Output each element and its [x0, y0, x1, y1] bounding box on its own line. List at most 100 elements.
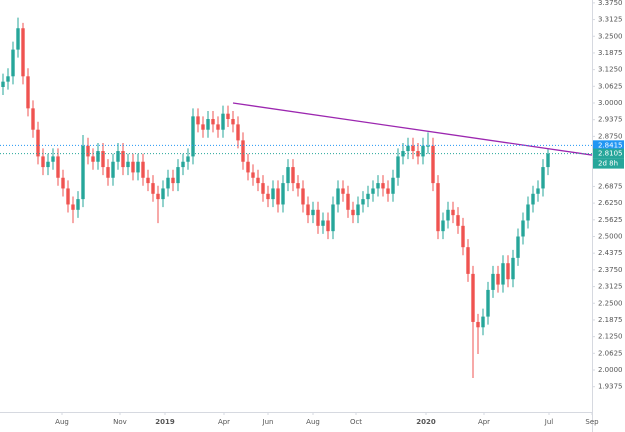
candle-body: [161, 188, 165, 200]
x-tick-label: 2019: [155, 418, 175, 426]
candle-body: [536, 188, 540, 194]
x-tick-label: 2020: [416, 418, 436, 426]
candle-body: [226, 113, 230, 120]
candle-body: [56, 156, 60, 178]
candle-body: [6, 76, 10, 82]
candle-body: [256, 177, 260, 184]
y-tick-label: 3.1250: [598, 66, 623, 74]
candle-body: [506, 263, 510, 280]
candle-body: [206, 119, 210, 130]
candle-body: [1, 81, 5, 87]
y-tick-label: 2.3750: [598, 266, 623, 274]
candle-body: [426, 145, 430, 147]
candle-body: [261, 183, 265, 194]
candle-body: [276, 188, 280, 205]
x-tick-label: Jul: [544, 418, 554, 426]
candle-body: [286, 167, 290, 184]
candle-body: [451, 209, 455, 216]
candle-body: [61, 177, 65, 189]
candle-body: [156, 193, 160, 200]
candle-body: [86, 145, 90, 157]
candle-body: [116, 151, 120, 162]
candle-body: [546, 153, 550, 168]
candle-body: [96, 151, 100, 162]
candle-body: [331, 204, 335, 232]
candle-body: [501, 263, 505, 285]
candle-body: [376, 183, 380, 189]
candle-body: [186, 156, 190, 162]
x-tick-label: Jun: [262, 418, 274, 426]
candle-body: [46, 161, 50, 168]
candle-body: [266, 193, 270, 200]
candle-body: [321, 220, 325, 226]
candle-body: [386, 188, 390, 194]
candle-body: [51, 156, 55, 162]
candle-body: [511, 257, 515, 280]
candle-body: [236, 124, 240, 141]
price-label: 2.8105: [598, 150, 623, 158]
x-tick-label: Sep: [585, 418, 599, 426]
candle-body: [406, 145, 410, 152]
candle-body: [211, 119, 215, 125]
candle-body: [371, 188, 375, 194]
y-tick-label: 2.1250: [598, 333, 623, 341]
candle-body: [106, 167, 110, 178]
candle-body: [141, 161, 145, 178]
countdown: 2d 8h: [598, 160, 618, 168]
y-tick-label: 2.5625: [598, 216, 623, 224]
candle-body: [101, 151, 105, 168]
y-tick-label: 3.1875: [598, 49, 623, 57]
candle-body: [221, 113, 225, 130]
candle-body: [431, 145, 435, 184]
candle-body: [121, 151, 125, 168]
x-tick-label: Oct: [350, 418, 362, 426]
candle-body: [181, 161, 185, 168]
candle-body: [456, 215, 460, 226]
y-tick-label: 3.2500: [598, 32, 623, 40]
candle-body: [246, 161, 250, 173]
x-tick-label: Aug: [55, 418, 69, 426]
candle-body: [471, 273, 475, 322]
candle-body: [146, 177, 150, 184]
y-tick-label: 2.6250: [598, 199, 623, 207]
y-tick-label: 2.6875: [598, 182, 623, 190]
candle-body: [36, 129, 40, 157]
price-label-box: [593, 140, 624, 151]
candle-body: [346, 193, 350, 210]
candle-body: [301, 188, 305, 205]
y-tick-label: 3.0625: [598, 82, 623, 90]
candle-body: [486, 289, 490, 317]
candle-body: [21, 28, 25, 77]
candle-body: [31, 108, 35, 130]
candle-body: [491, 273, 495, 290]
candle-body: [81, 145, 85, 200]
candle-body: [151, 183, 155, 194]
x-tick-label: Aug: [306, 418, 320, 426]
candle-body: [296, 183, 300, 189]
candle-body: [271, 188, 275, 200]
candle-body: [41, 156, 45, 168]
price-label-box: [593, 148, 624, 159]
candle-body: [381, 183, 385, 189]
candle-body: [461, 225, 465, 248]
candle-body: [341, 188, 345, 194]
candle-body: [391, 177, 395, 194]
candle-body: [361, 199, 365, 205]
candle-body: [526, 204, 530, 221]
candle-body: [476, 321, 480, 328]
candle-body: [166, 177, 170, 189]
candle-body: [291, 167, 295, 184]
candle-body: [11, 49, 15, 77]
candle-body: [176, 167, 180, 184]
y-tick-label: 2.3125: [598, 283, 623, 291]
y-tick-label: 2.9375: [598, 116, 623, 124]
candle-body: [91, 156, 95, 162]
candle-body: [436, 183, 440, 232]
candle-body: [366, 193, 370, 200]
candle-body: [216, 124, 220, 130]
candle-body: [336, 188, 340, 205]
candle-body: [396, 156, 400, 178]
candle-body: [481, 316, 485, 328]
trend-line: [232, 102, 593, 156]
candle-body: [521, 220, 525, 237]
